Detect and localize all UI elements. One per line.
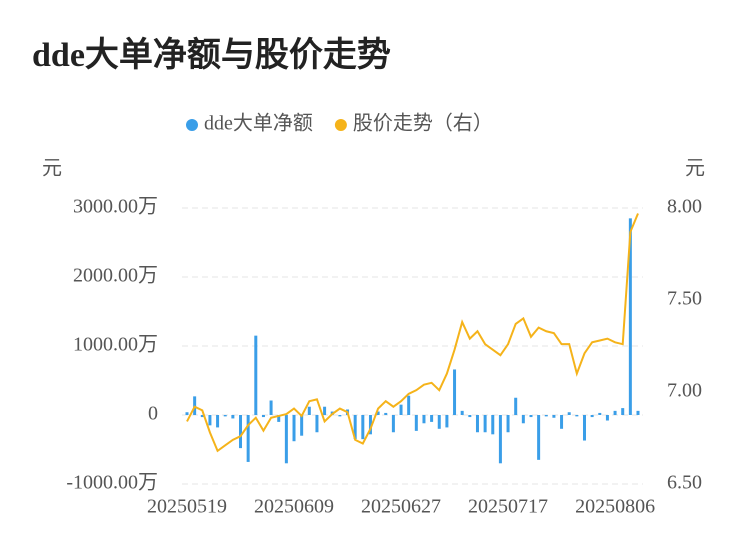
- bar: [223, 415, 227, 417]
- bar: [628, 218, 632, 415]
- legend-marker: [186, 119, 198, 131]
- y-tick-label: 1000.00万: [73, 334, 158, 356]
- price-line: [186, 213, 639, 453]
- bar: [460, 410, 464, 415]
- bar: [384, 412, 388, 415]
- x-tick-label: 20250627: [361, 496, 441, 518]
- bar: [323, 406, 327, 415]
- bar: [414, 415, 418, 431]
- bar: [208, 415, 212, 426]
- bar: [216, 415, 220, 428]
- bar: [475, 415, 479, 433]
- bar: [552, 415, 556, 418]
- y-unit: 元: [42, 158, 62, 180]
- legend-label: dde大单净额: [204, 112, 313, 135]
- y-tick-label: -1000.00万: [66, 472, 158, 494]
- bar: [353, 415, 357, 440]
- bar: [575, 415, 579, 417]
- bar: [468, 415, 472, 418]
- x-tick-label: 20250806: [575, 496, 655, 518]
- bar: [422, 415, 426, 424]
- y2-tick-label: 6.50: [667, 472, 702, 494]
- bar: [231, 415, 235, 419]
- bar: [284, 415, 288, 464]
- bar: [491, 415, 495, 435]
- bar: [391, 415, 395, 433]
- bar: [277, 415, 281, 422]
- bar: [529, 415, 533, 418]
- y2-tick-label: 8.00: [667, 196, 702, 218]
- bar: [399, 404, 403, 415]
- y-tick-label: 2000.00万: [73, 265, 158, 287]
- bar: [254, 335, 258, 415]
- x-tick-label: 20250717: [468, 496, 548, 518]
- bar: [537, 415, 541, 460]
- x-tick-label: 20250609: [254, 496, 334, 518]
- bar: [261, 415, 265, 418]
- y2-tick-label: 7.00: [667, 380, 702, 402]
- legend-label: 股价走势（右）: [353, 112, 493, 135]
- bar: [613, 410, 617, 415]
- bar: [514, 397, 518, 415]
- bar: [307, 406, 311, 415]
- bar: [483, 415, 487, 433]
- bar: [621, 408, 625, 415]
- chart-title: dde大单净额与股价走势: [32, 36, 391, 74]
- bar: [498, 415, 502, 464]
- bar: [598, 412, 602, 415]
- bar: [376, 411, 380, 415]
- bar: [590, 415, 594, 418]
- y-tick-label: 3000.00万: [73, 196, 158, 218]
- bar: [430, 415, 434, 422]
- bar: [315, 415, 319, 433]
- bar: [567, 412, 571, 415]
- bar: [246, 415, 250, 462]
- bar: [605, 415, 609, 421]
- bar: [300, 415, 304, 436]
- bar: [636, 410, 640, 415]
- bar: [338, 415, 342, 417]
- bar: [407, 395, 411, 415]
- bar: [453, 369, 457, 415]
- bar: [361, 415, 365, 440]
- y2-unit: 元: [685, 158, 705, 180]
- bar: [239, 415, 243, 449]
- bar: [544, 415, 548, 417]
- y-tick-label: 0: [148, 403, 158, 425]
- legend-marker: [334, 119, 347, 131]
- y2-tick-label: 7.50: [667, 288, 702, 310]
- bar: [445, 415, 449, 428]
- bar: [185, 412, 189, 415]
- bar: [560, 415, 564, 429]
- bar: [200, 415, 204, 418]
- bar: [506, 415, 510, 433]
- bar: [292, 415, 296, 442]
- bar: [521, 415, 525, 424]
- bar: [269, 400, 273, 415]
- x-tick-label: 20250519: [147, 496, 227, 518]
- bar: [582, 415, 586, 441]
- bar: [368, 415, 372, 435]
- bar: [437, 415, 441, 429]
